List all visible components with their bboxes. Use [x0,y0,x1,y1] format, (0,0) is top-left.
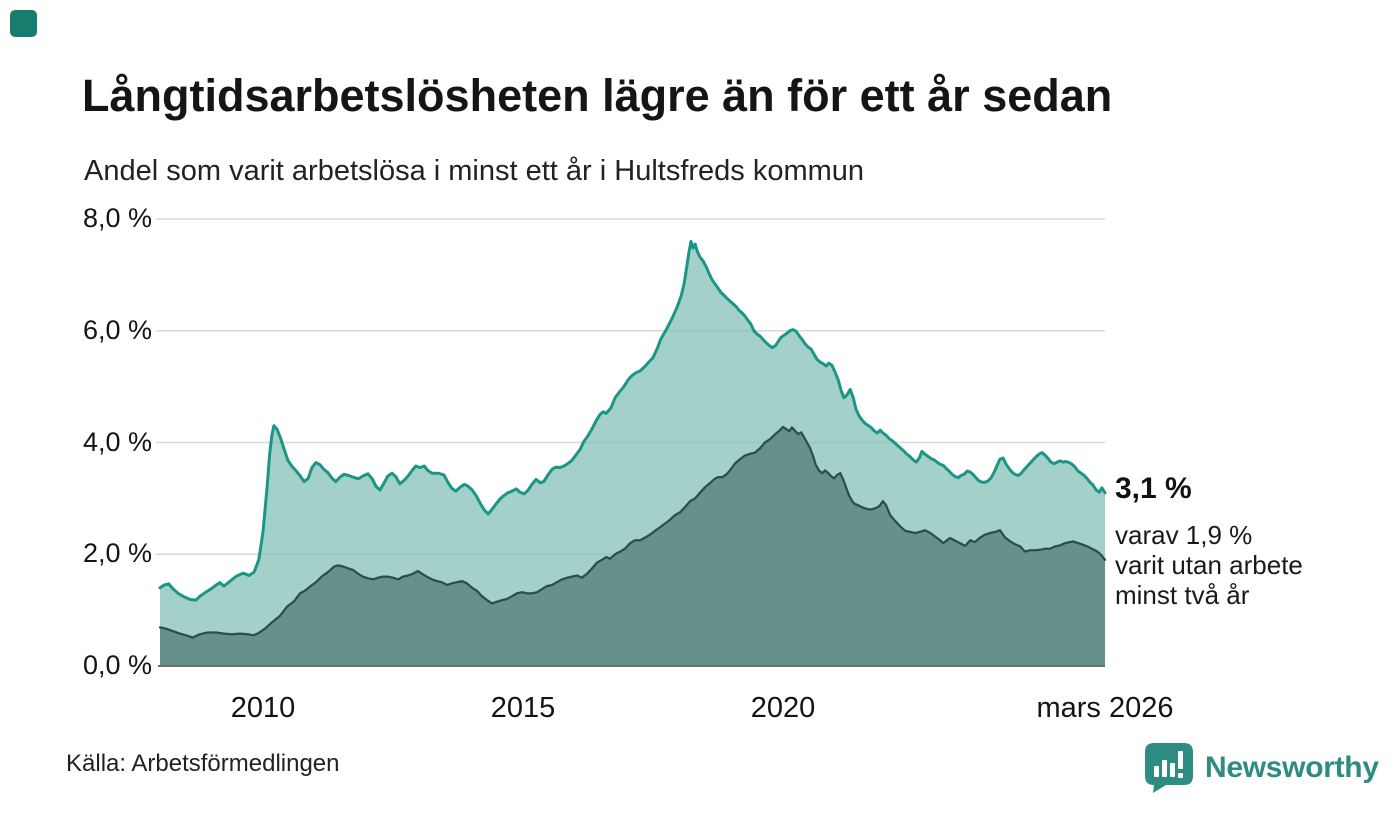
y-axis-tick-label: 2,0 % [82,538,152,569]
x-axis-tick-label: 2020 [750,692,816,724]
y-axis-tick-label: 4,0 % [82,426,152,457]
latest-value-detail: varav 1,9 % varit utan arbete minst två … [1115,520,1303,610]
detail-line: minst två år [1115,580,1250,610]
accent-square [10,10,37,37]
page-title: Långtidsarbetslösheten lägre än för ett … [82,70,1113,121]
x-axis-tick-label: 2010 [230,692,296,724]
latest-value-label: 3,1 % [1115,472,1192,505]
x-axis-tick-label: mars 2026 [1036,692,1174,724]
source-attribution: Källa: Arbetsförmedlingen [66,750,340,777]
detail-line: varav 1,9 % [1115,520,1253,550]
newsworthy-icon [1145,743,1193,793]
brand-logo: Newsworthy [1145,743,1379,793]
y-axis-tick-label: 8,0 % [82,203,152,233]
page-subtitle: Andel som varit arbetslösa i minst ett å… [84,155,865,187]
x-axis-tick-label: 2015 [490,692,556,724]
detail-line: varit utan arbete [1115,550,1303,580]
y-axis-tick-label: 0,0 % [82,650,152,680]
y-axis-tick-label: 6,0 % [82,314,152,345]
brand-wordmark: Newsworthy [1205,751,1379,784]
